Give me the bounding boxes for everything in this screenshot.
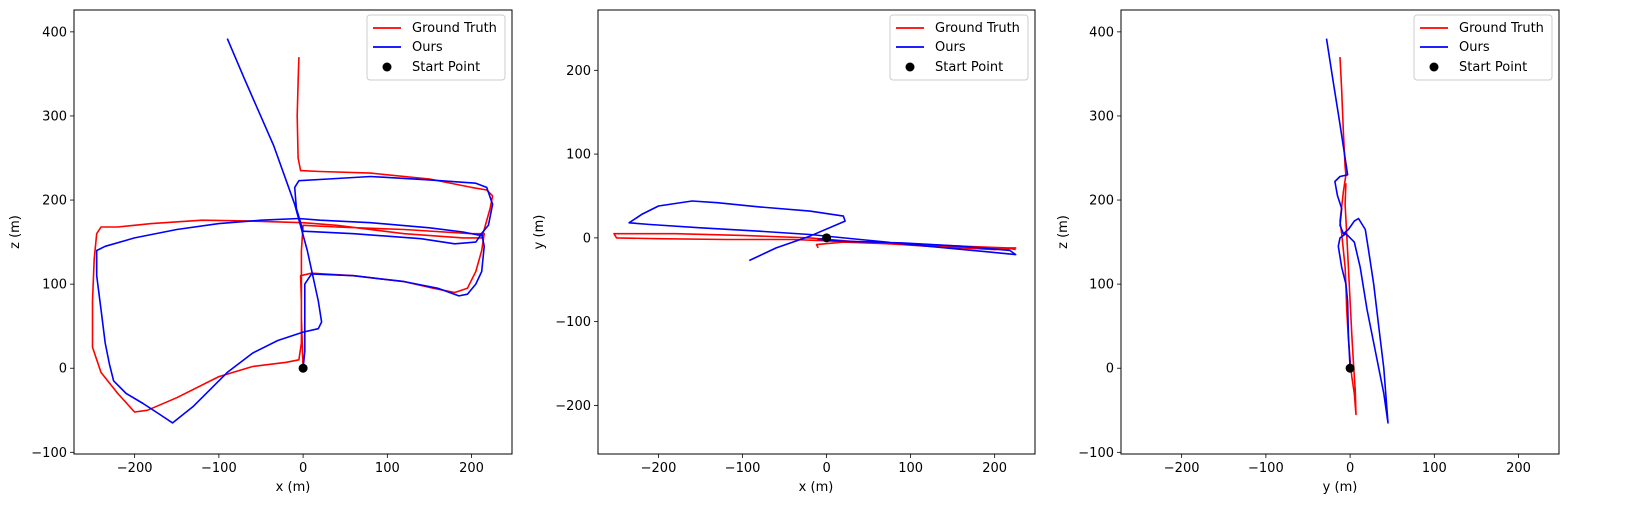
series-line-ours bbox=[628, 200, 1017, 262]
x-axis-label: x (m) bbox=[276, 480, 311, 495]
legend-box bbox=[1413, 14, 1553, 81]
start-point-marker bbox=[1345, 363, 1355, 373]
y-tick-label: 200 bbox=[1089, 194, 1114, 209]
y-tick-label: −100 bbox=[555, 315, 591, 330]
y-tick-label: 200 bbox=[42, 194, 67, 209]
legend: Ground Truth Ours Start Point bbox=[1413, 14, 1553, 81]
legend-label-ground-truth: Ground Truth bbox=[935, 21, 1020, 36]
legend-label-ground-truth: Ground Truth bbox=[412, 21, 497, 36]
legend-marker-start-point bbox=[905, 62, 915, 72]
y-tick-label: 0 bbox=[583, 231, 591, 246]
x-tick-label: 100 bbox=[898, 461, 923, 476]
y-axis-label: y (m) bbox=[532, 215, 547, 250]
tick-group: −200 −100 0 100 200 −200 −100 0 100 200 bbox=[555, 64, 1007, 476]
legend-label-ground-truth: Ground Truth bbox=[1459, 21, 1544, 36]
chart-panel-yz: −200 −100 0 100 200 −100 0 100 200 300 400 y (m) z… bbox=[1056, 9, 1560, 495]
legend-label-start-point: Start Point bbox=[1459, 60, 1527, 75]
legend-label-start-point: Start Point bbox=[935, 60, 1003, 75]
x-axis-label: x (m) bbox=[799, 480, 834, 495]
y-axis-label: z (m) bbox=[8, 215, 23, 249]
tick-group: −200 −100 0 100 200 −100 0 100 200 300 400 bbox=[31, 25, 484, 476]
plot-frame bbox=[597, 9, 1036, 455]
x-tick-label: 100 bbox=[375, 461, 400, 476]
legend-marker-start-point bbox=[382, 62, 392, 72]
y-tick-label: 300 bbox=[42, 109, 67, 124]
legend: Ground Truth Ours Start Point bbox=[889, 14, 1029, 81]
legend-label-start-point: Start Point bbox=[412, 60, 480, 75]
series-group bbox=[1325, 38, 1389, 424]
legend-label-ours: Ours bbox=[1459, 40, 1490, 55]
legend-label-ours: Ours bbox=[412, 40, 443, 55]
legend-box bbox=[366, 14, 506, 81]
legend-marker-start-point bbox=[1429, 62, 1439, 72]
y-tick-label: 100 bbox=[1089, 278, 1114, 293]
y-tick-label: 0 bbox=[59, 362, 67, 377]
y-tick-label: −100 bbox=[31, 446, 67, 461]
series-group bbox=[91, 38, 494, 424]
y-tick-label: −100 bbox=[1078, 446, 1114, 461]
start-point-marker bbox=[822, 233, 832, 243]
legend-label-ours: Ours bbox=[935, 40, 966, 55]
chart-panel-xy: −200 −100 0 100 200 −200 −100 0 100 200 x (m) y (… bbox=[532, 9, 1036, 495]
x-tick-label: 0 bbox=[299, 461, 307, 476]
x-tick-label: 200 bbox=[1506, 461, 1531, 476]
legend: Ground Truth Ours Start Point bbox=[366, 14, 506, 81]
x-axis-label: y (m) bbox=[1323, 480, 1358, 495]
series-line-ground-truth bbox=[91, 57, 494, 413]
series-line-ours bbox=[95, 38, 494, 424]
x-tick-label: −100 bbox=[725, 461, 761, 476]
x-tick-label: −200 bbox=[1164, 461, 1200, 476]
start-point-marker bbox=[298, 363, 308, 373]
x-tick-label: 200 bbox=[459, 461, 484, 476]
y-tick-label: 100 bbox=[566, 148, 591, 163]
y-axis-label: z (m) bbox=[1056, 215, 1071, 249]
x-tick-label: 100 bbox=[1422, 461, 1447, 476]
x-tick-label: 0 bbox=[822, 461, 830, 476]
y-tick-label: 400 bbox=[42, 25, 67, 40]
x-tick-label: −200 bbox=[117, 461, 153, 476]
x-tick-label: −200 bbox=[641, 461, 677, 476]
x-tick-label: −100 bbox=[1248, 461, 1284, 476]
y-tick-label: 400 bbox=[1089, 25, 1114, 40]
x-tick-label: 0 bbox=[1346, 461, 1354, 476]
y-tick-label: 100 bbox=[42, 278, 67, 293]
y-tick-label: 0 bbox=[1106, 362, 1114, 377]
y-tick-label: 300 bbox=[1089, 109, 1114, 124]
plot-frame bbox=[1120, 9, 1560, 455]
x-tick-label: −100 bbox=[201, 461, 237, 476]
series-line-ours bbox=[1325, 38, 1389, 424]
y-tick-label: −200 bbox=[555, 399, 591, 414]
y-tick-label: 200 bbox=[566, 64, 591, 79]
chart-panel-xz: −200 −100 0 100 200 −100 0 100 200 300 400 x (m) z… bbox=[8, 9, 513, 495]
tick-group: −200 −100 0 100 200 −100 0 100 200 300 400 bbox=[1078, 25, 1531, 476]
x-tick-label: 200 bbox=[982, 461, 1007, 476]
series-group bbox=[613, 200, 1017, 262]
legend-box bbox=[889, 14, 1029, 81]
